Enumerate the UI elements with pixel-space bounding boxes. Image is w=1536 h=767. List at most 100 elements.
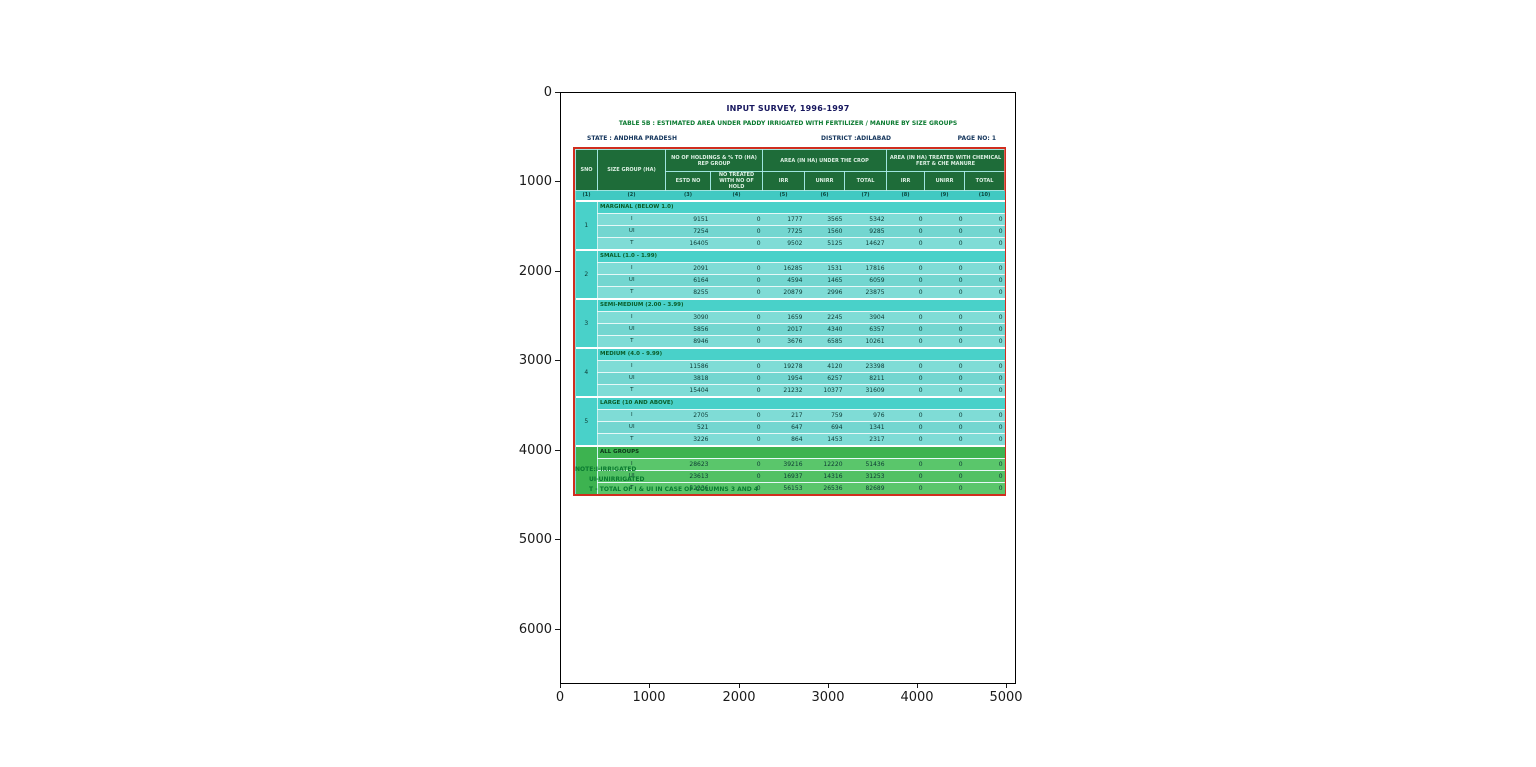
value-cell: 0: [918, 473, 923, 480]
value-cell: 5125: [827, 240, 843, 247]
data-row-i: I 11586 0 19278 4120 23398 0 0 0: [575, 360, 1005, 373]
value-cell: 0: [756, 363, 761, 370]
value-cell: 0: [998, 461, 1003, 468]
value-cell: 0: [756, 461, 761, 468]
value-cell: 0: [918, 485, 923, 492]
value-cell: 0: [958, 326, 963, 333]
y-tick-label: 0: [543, 85, 552, 100]
value-cell: 8946: [693, 338, 709, 345]
x-tick-mark: [739, 683, 740, 688]
col-number: (8): [886, 190, 925, 201]
sno-cell: 5: [575, 397, 598, 446]
survey-table-frame: SNO SIZE GROUP (HA) NO OF HOLDINGS & % T…: [573, 147, 1006, 496]
value-cell: 0: [918, 338, 923, 345]
data-row-ui: UI 7254 0 7725 1560 9285 0 0 0: [575, 225, 1005, 238]
value-cell: 0: [756, 314, 761, 321]
col-number: (2): [597, 190, 666, 201]
data-row-ui: UI 5856 0 2017 4340 6357 0 0 0: [575, 323, 1005, 336]
value-cell: 1531: [827, 265, 843, 272]
value-cell: 0: [756, 473, 761, 480]
value-cell: 39216: [783, 461, 803, 468]
col-number: (5): [762, 190, 805, 201]
value-cell: 0: [958, 375, 963, 382]
value-cell: 0: [918, 277, 923, 284]
y-tick-mark: [555, 539, 560, 540]
note-line-1: NOTE:I-IRRIGATED: [575, 466, 637, 473]
row-type-cell: T: [630, 387, 634, 393]
document-subtitle: TABLE 5B : ESTIMATED AREA UNDER PADDY IR…: [618, 120, 958, 127]
value-cell: 11586: [689, 363, 709, 370]
survey-table: SNO SIZE GROUP (HA) NO OF HOLDINGS & % T…: [575, 149, 1006, 494]
sno-cell: 1: [575, 201, 598, 250]
value-cell: 0: [756, 289, 761, 296]
value-cell: 0: [998, 387, 1003, 394]
value-cell: 0: [998, 363, 1003, 370]
size-group-row: 3 SEMI-MEDIUM (2.00 - 3.99): [575, 299, 1005, 348]
value-cell: 9151: [693, 216, 709, 223]
row-type-cell: I: [630, 216, 633, 222]
x-tick-label: 3000: [811, 690, 845, 705]
header-irr-2: IRR: [886, 171, 926, 191]
value-cell: 0: [756, 228, 761, 235]
district-label: DISTRICT :ADILABAD: [821, 135, 891, 142]
value-cell: 23875: [865, 289, 885, 296]
x-tick-label: 0: [555, 690, 565, 705]
value-cell: 10377: [823, 387, 843, 394]
size-group-row: 5 LARGE (10 AND ABOVE): [575, 397, 1005, 446]
x-tick-mark: [649, 683, 650, 688]
row-type-cell: UI: [628, 326, 635, 332]
col-number: (6): [804, 190, 845, 201]
value-cell: 19278: [783, 363, 803, 370]
data-row-i: I 9151 0 1777 3565 5342 0 0 0: [575, 213, 1005, 226]
col-number: (4): [710, 190, 763, 201]
y-tick-mark: [555, 181, 560, 182]
row-type-cell: T: [630, 240, 634, 246]
value-cell: 51436: [865, 461, 885, 468]
value-cell: 0: [958, 424, 963, 431]
data-row-i: I 3090 0 1659 2245 3904 0 0 0: [575, 311, 1005, 324]
x-tick-label: 2000: [722, 690, 756, 705]
value-cell: 2017: [787, 326, 803, 333]
value-cell: 0: [918, 265, 923, 272]
value-cell: 0: [958, 338, 963, 345]
value-cell: 15404: [689, 387, 709, 394]
size-group-label: LARGE (10 AND ABOVE): [597, 397, 1005, 410]
size-group-row: ALL GROUPS: [575, 446, 1005, 494]
value-cell: 0: [918, 412, 923, 419]
value-cell: 82689: [865, 485, 885, 492]
value-cell: 1453: [827, 436, 843, 443]
value-cell: 0: [998, 314, 1003, 321]
value-cell: 1465: [827, 277, 843, 284]
notes-block: NOTE:I-IRRIGATED UI-UNIRRIGATED T - TOTA…: [575, 465, 758, 495]
data-row-t: T 16405 0 9502 5125 14627 0 0 0: [575, 237, 1005, 250]
row-type-cell: UI: [628, 228, 635, 234]
value-cell: 3565: [827, 216, 843, 223]
table-body: 1 MARGINAL (BELOW 1.0) I 9151 0 1777 3565 5342 0…: [575, 201, 1005, 494]
value-cell: 0: [918, 326, 923, 333]
value-cell: 2317: [869, 436, 885, 443]
value-cell: 20879: [783, 289, 803, 296]
value-cell: 0: [998, 436, 1003, 443]
size-group-row: 4 MEDIUM (4.0 - 9.99): [575, 348, 1005, 397]
row-type-cell: T: [630, 485, 634, 491]
value-cell: 0: [958, 412, 963, 419]
header-unirr-1: UNIRR: [804, 171, 846, 191]
row-type-cell: I: [630, 363, 633, 369]
table-header: SNO SIZE GROUP (HA) NO OF HOLDINGS & % T…: [575, 149, 1006, 201]
row-type-cell: UI: [628, 424, 635, 430]
value-cell: 10261: [865, 338, 885, 345]
row-type-cell: UI: [628, 277, 635, 283]
sno-cell: 3: [575, 299, 598, 348]
data-row-t: T 52236 0 56153 26536 82689 0 0 0: [575, 482, 1005, 494]
header-estd-no: ESTD NO: [665, 171, 711, 191]
y-tick-label: 2000: [518, 264, 552, 279]
value-cell: 0: [918, 387, 923, 394]
y-tick-label: 1000: [518, 174, 552, 189]
value-cell: 0: [918, 436, 923, 443]
value-cell: 0: [958, 265, 963, 272]
value-cell: 2245: [827, 314, 843, 321]
col-number: (7): [844, 190, 887, 201]
value-cell: 0: [998, 277, 1003, 284]
value-cell: 7254: [693, 228, 709, 235]
data-row-ui: UI 521 0 647 694 1341 0 0 0: [575, 421, 1005, 434]
